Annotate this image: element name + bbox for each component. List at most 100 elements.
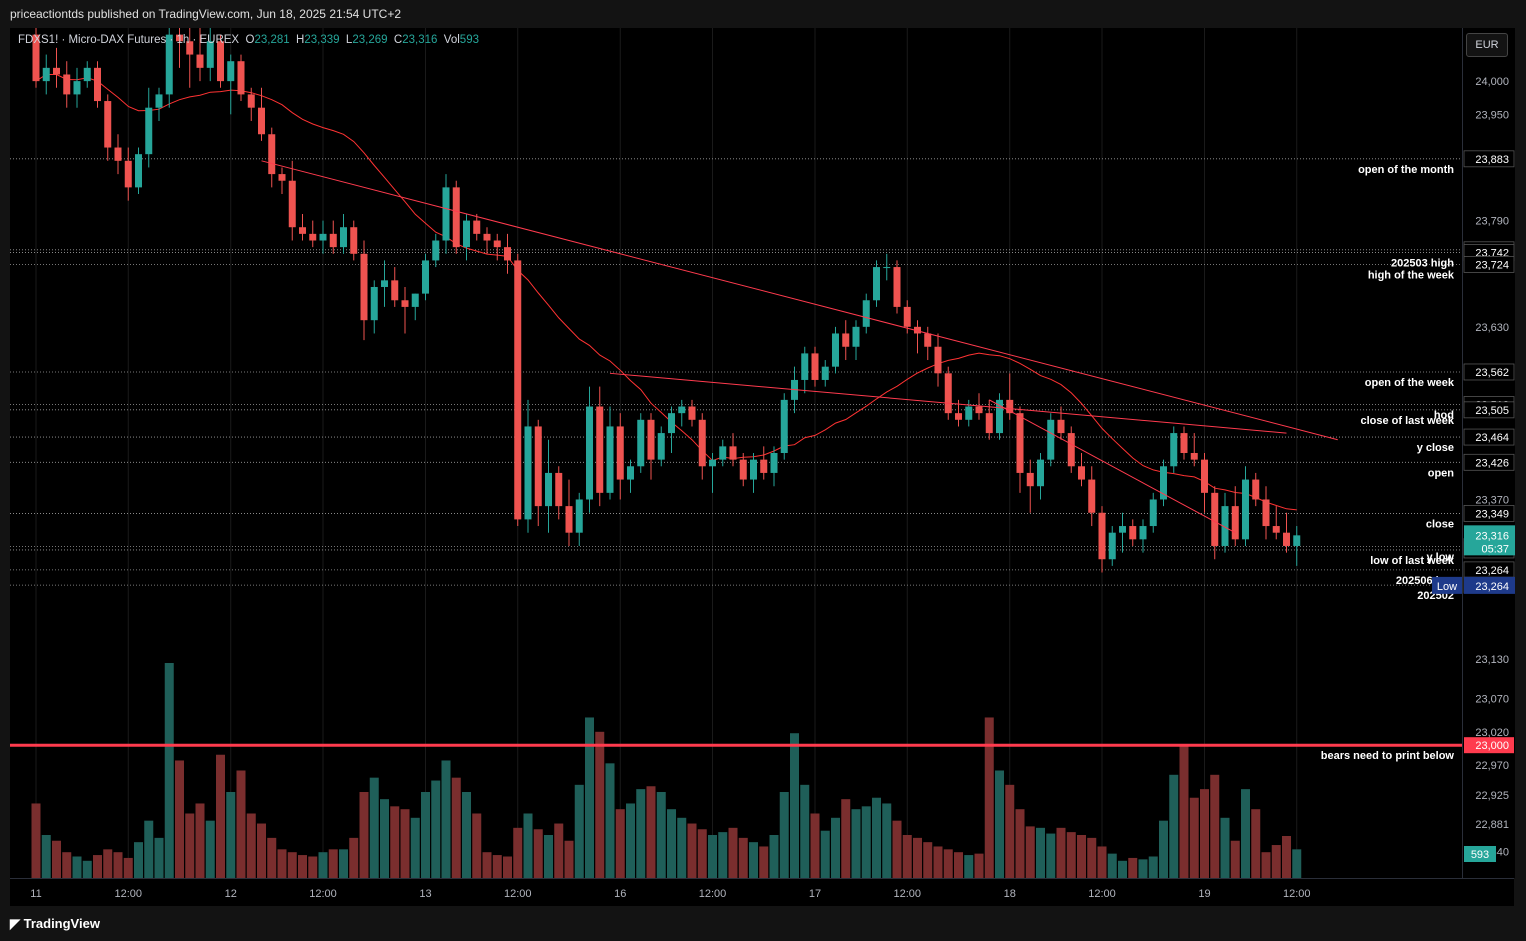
volume-bar [82,860,92,878]
open-label: O [245,34,255,46]
candle-body [616,426,624,480]
candle [63,61,71,108]
candle [176,28,183,68]
candle [1231,486,1239,546]
candle-body [965,406,973,420]
candle-body [606,426,614,493]
volume-bar [851,809,861,878]
candle-body [288,180,296,228]
volume-bar [492,855,502,878]
volume-bar [1005,784,1015,878]
candle-body [1293,535,1301,546]
candle-body [903,306,911,327]
volume-bar [113,852,123,878]
candle-body [678,406,686,414]
volume-bar [831,817,840,878]
candle-body [1160,466,1167,500]
candle [258,87,265,141]
close-value: 23,316 [402,34,438,46]
volume-bar [400,809,410,878]
candle [442,174,450,254]
volume-bar [892,820,902,878]
candle [360,240,368,341]
candle [1016,406,1024,493]
candle [596,386,604,507]
candle-body [329,233,337,248]
price-tick-label: 23,790 [1475,216,1509,228]
candle-body [391,280,399,301]
candle [135,147,142,195]
volume-bar [369,777,379,878]
candle-body [760,459,768,473]
candle-body [309,233,317,241]
candle [186,28,194,88]
time-axis: 11 12:00 12 12:00 13 12:00 16 12:00 17 12:00 18 12:… [30,888,1310,900]
time-scale[interactable]: 11 12:00 12 12:00 13 12:00 16 12:00 17 12:00 18 12:… [10,878,1514,907]
volume-bar [246,813,256,878]
candle [1180,426,1188,460]
candle [1293,526,1301,566]
candle-body [852,326,860,347]
volume-bar [41,835,51,878]
candle-body [770,453,778,473]
candle-body [1057,419,1065,434]
low-badge-label: Low [1437,581,1457,593]
symbol-legend: FDXS1! · Micro-DAX Futures · 1h · EUREX … [18,34,479,46]
candle [739,453,747,487]
candle-body [801,353,809,380]
candle-body [237,61,245,95]
volume-bar [1230,840,1240,878]
price-scale[interactable]: 24,000 23,950 23,790 23,630 23,370 23,130 23,0… [1462,28,1515,878]
candle-body [63,74,71,95]
candle-body [688,406,696,420]
time-tick-label: 16 [614,888,626,900]
candle-body [545,472,552,507]
volume-bar [1282,836,1291,878]
candle [411,293,419,321]
candle [965,399,973,427]
volume-bar [585,717,594,878]
candle [1067,426,1075,473]
symbol-name: FDXS1! · Micro-DAX Futures · 1h · EUREX [18,34,240,46]
candle [719,439,727,467]
candle-body [1211,492,1219,546]
currency-button[interactable]: EUR [1466,33,1508,57]
candle [1119,512,1126,553]
candle [1026,459,1034,513]
candle [606,406,614,500]
volume-bar [646,786,656,878]
candle [1252,472,1260,507]
volume-bar [1025,826,1035,878]
high-value: 23,339 [304,34,340,46]
volume-bar [800,784,810,878]
candle [821,360,829,387]
candle-body [83,67,91,82]
chart-pane[interactable]: open of the month 202503 high high of the … [10,28,1462,878]
candle-body [1006,399,1014,414]
candle [647,413,655,480]
candle-body [1149,499,1157,527]
volume-bar [216,754,225,878]
tradingview-logo[interactable]: ◤ TradingView [10,916,100,932]
candle-body [739,459,747,480]
volume-bar [72,856,82,878]
candle [985,399,993,440]
volume-bar [902,835,912,878]
volume-bar [93,855,102,878]
attribution-bar: priceactiontds published on TradingView.… [0,0,1526,28]
price-level-tag-label: 23,000 [1475,740,1509,752]
candle [852,320,860,361]
volume-bar [554,823,564,878]
candle-body [1078,466,1085,480]
candle-body [135,154,142,188]
candle-body [924,333,932,347]
current-price-label: 23,316 [1475,530,1509,542]
candle-body [657,433,665,460]
candle-body [1098,512,1106,560]
candle [770,446,778,487]
candle [401,286,409,334]
candle-body [1190,453,1198,460]
volume-bar [738,837,748,878]
level-label: close [1426,518,1454,530]
